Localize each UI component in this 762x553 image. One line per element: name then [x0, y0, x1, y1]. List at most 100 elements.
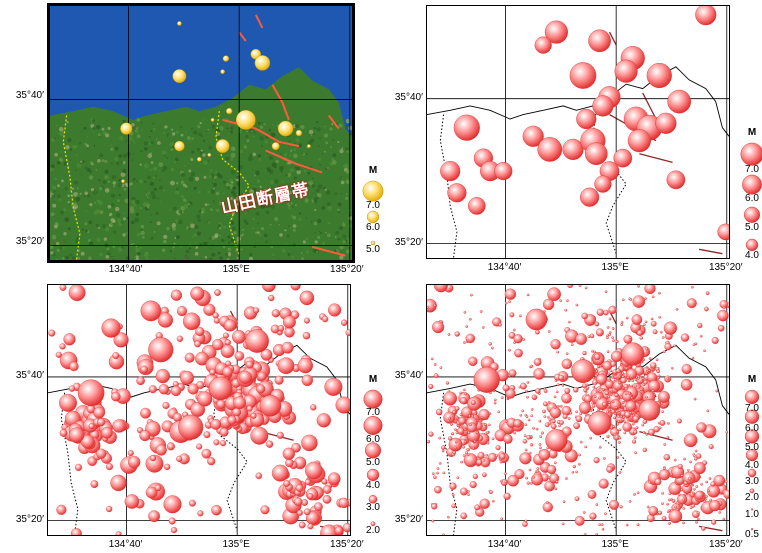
terrain-speck	[287, 225, 291, 228]
earthquake-marker	[472, 473, 478, 480]
earthquake-marker	[431, 472, 435, 476]
earthquake-marker	[659, 330, 663, 334]
earthquake-marker	[631, 314, 643, 325]
earthquake-marker	[662, 467, 666, 470]
earthquake-marker	[213, 439, 220, 446]
earthquake-marker	[470, 400, 476, 406]
earthquake-marker	[697, 511, 700, 515]
terrain-speck	[201, 134, 204, 137]
earthquake-marker	[196, 156, 202, 162]
earthquake-marker	[709, 498, 713, 502]
earthquake-marker	[554, 487, 558, 491]
earthquake-marker	[277, 120, 294, 137]
terrain-speck	[306, 250, 310, 254]
earthquake-marker	[558, 424, 561, 428]
earthquake-marker	[462, 388, 466, 392]
earthquake-marker	[686, 468, 690, 472]
terrain-speck	[322, 153, 324, 155]
earthquake-marker	[530, 364, 534, 368]
terrain-speck	[178, 210, 182, 214]
earthquake-marker	[526, 293, 530, 297]
earthquake-marker	[621, 298, 625, 302]
earthquake-marker	[466, 422, 477, 433]
terrain-speck	[57, 184, 61, 188]
earthquake-marker	[654, 478, 662, 486]
earthquake-marker	[427, 439, 431, 444]
earthquake-marker	[500, 396, 504, 400]
latitude-tick-label: 35°20′	[15, 236, 44, 248]
earthquake-marker	[465, 333, 476, 344]
earthquake-marker	[689, 506, 693, 510]
terrain-speck	[218, 201, 223, 205]
earthquake-marker	[613, 412, 617, 416]
terrain-speck	[251, 130, 253, 133]
earthquake-marker	[632, 415, 639, 422]
earthquake-marker	[148, 337, 174, 363]
earthquake-marker	[433, 373, 439, 379]
terrain-speck	[104, 159, 108, 164]
terrain-speck	[173, 206, 177, 211]
earthquake-marker	[651, 389, 655, 393]
earthquake-marker	[635, 426, 639, 430]
earthquake-marker	[508, 348, 511, 352]
terrain-speck	[157, 197, 160, 200]
earthquake-marker	[611, 400, 615, 404]
earthquake-marker	[194, 340, 202, 348]
terrain-speck	[284, 190, 290, 195]
terrain-speck	[140, 228, 143, 231]
terrain-speck	[342, 223, 346, 227]
earthquake-marker	[514, 348, 523, 358]
earthquake-marker	[211, 504, 222, 516]
terrain-speck	[105, 255, 110, 259]
terrain-speck	[233, 200, 237, 204]
earthquake-marker	[253, 307, 260, 314]
earthquake-marker	[633, 436, 637, 440]
earthquake-marker	[682, 507, 686, 510]
earthquake-marker	[245, 360, 254, 369]
earthquake-marker	[316, 413, 331, 428]
terrain-speck	[153, 231, 156, 233]
earthquake-marker	[538, 449, 551, 461]
earthquake-marker	[203, 303, 216, 316]
terrain-speck	[53, 190, 56, 193]
terrain-speck	[197, 148, 200, 151]
latitude-tick-label: 35°20′	[15, 513, 44, 525]
terrain-speck	[53, 201, 56, 203]
earthquake-marker	[706, 409, 710, 413]
terrain-speck	[299, 190, 303, 194]
legend-marker	[749, 488, 755, 494]
terrain-speck	[268, 155, 273, 160]
earthquake-marker	[226, 107, 233, 115]
terrain-speck	[278, 224, 280, 226]
earthquake-marker	[603, 309, 609, 316]
terrain-speck	[245, 134, 249, 139]
earthquake-marker	[607, 395, 610, 399]
terrain-speck	[268, 185, 272, 189]
earthquake-marker	[303, 508, 311, 516]
longitude-tick-label: 135°E	[222, 539, 250, 550]
terrain-speck	[106, 247, 110, 251]
earthquake-marker	[170, 527, 178, 534]
legend-magnitude-value: 6.0	[745, 193, 759, 205]
terrain-speck	[167, 133, 169, 136]
earthquake-marker	[526, 435, 531, 440]
terrain-speck	[98, 227, 101, 229]
earthquake-marker	[576, 108, 597, 130]
terrain-speck	[264, 204, 269, 208]
earthquake-marker	[451, 432, 455, 435]
terrain-speck	[175, 187, 179, 191]
earthquake-marker	[594, 321, 600, 327]
earthquake-marker	[504, 288, 517, 300]
terrain-speck	[86, 194, 91, 198]
earthquake-marker	[112, 352, 120, 360]
terrain-speck	[140, 224, 145, 229]
earthquake-marker	[97, 418, 106, 427]
terrain-speck	[284, 229, 287, 232]
earthquake-marker	[495, 445, 501, 451]
longitude-tick-label: 134°40′	[108, 264, 143, 275]
terrain-speck	[84, 166, 88, 170]
earthquake-marker	[561, 358, 573, 370]
terrain-speck	[122, 153, 127, 159]
terrain-speck	[147, 175, 151, 180]
earthquake-marker	[564, 399, 568, 403]
